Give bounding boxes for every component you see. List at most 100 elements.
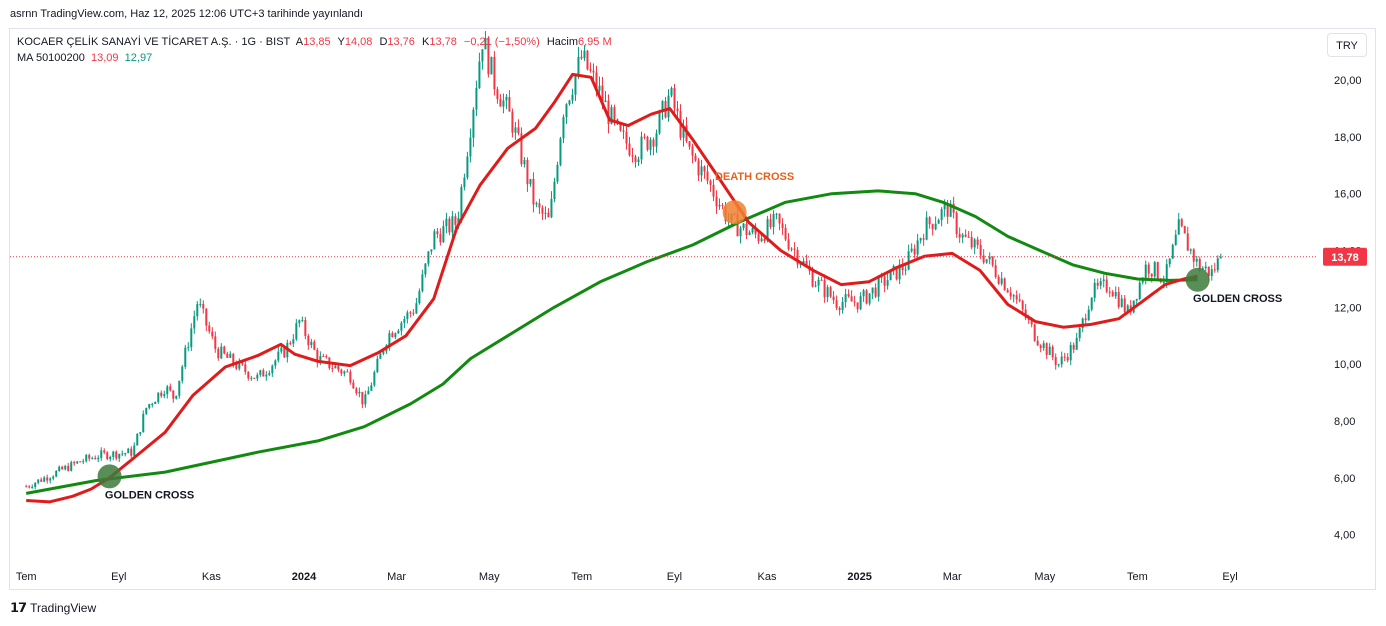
candle-body [1009, 292, 1012, 297]
candle-body [127, 448, 130, 454]
candle-body [1060, 356, 1063, 365]
low-value: 13,76 [387, 36, 415, 48]
candle-body [805, 261, 808, 266]
brand[interactable]: 𝟭𝟳 TradingView [10, 600, 96, 616]
candle-body [928, 217, 931, 225]
symbol-name[interactable]: KOCAER ÇELİK SANAYİ VE TİCARET A.Ş. · 1G… [17, 36, 291, 48]
candle-body [601, 85, 604, 103]
candle-body [1090, 297, 1093, 310]
candle-body [1072, 344, 1075, 350]
candle-body [1171, 244, 1174, 259]
candle-body [868, 293, 871, 304]
candle-body [1213, 269, 1216, 271]
candle-body [670, 88, 673, 96]
candle-body [694, 155, 697, 161]
candle-body [412, 312, 415, 314]
candle-body [907, 251, 910, 270]
candle-body [1144, 264, 1147, 280]
candle-body [496, 89, 499, 100]
candle-body [274, 360, 277, 366]
candle-body [682, 125, 685, 138]
candle-body [73, 462, 76, 464]
candle-body [1165, 264, 1168, 282]
candle-body [217, 348, 220, 359]
candle-body [262, 370, 265, 377]
candle-body [1108, 291, 1111, 293]
candle-body [169, 386, 172, 391]
candle-body [205, 308, 208, 326]
candle-body [430, 249, 433, 252]
candle-body [151, 404, 154, 406]
candle-body [1180, 219, 1183, 227]
candle-body [25, 486, 28, 488]
candle-body [658, 111, 661, 134]
candle-body [112, 451, 115, 457]
candle-body [310, 341, 313, 346]
candle-body [793, 248, 796, 250]
candle-body [292, 339, 295, 344]
candle-body [604, 100, 607, 103]
candle-body [655, 133, 658, 147]
change-value: −0,21 (−1,50%) [463, 36, 540, 48]
candle-body [61, 466, 64, 470]
candle-body [508, 96, 511, 112]
candle-body [895, 266, 898, 280]
candle-body [637, 159, 640, 163]
candle-body [409, 312, 412, 314]
candle-body [148, 404, 151, 408]
candle-body [199, 304, 202, 306]
candle-body [949, 203, 952, 217]
candle-body [505, 96, 508, 101]
candle-body [1057, 364, 1060, 366]
candle-body [1069, 344, 1072, 361]
candle-body [766, 219, 769, 242]
candle-body [28, 486, 31, 488]
currency-button[interactable]: TRY [1327, 33, 1367, 57]
golden-cross-marker[interactable] [97, 464, 122, 489]
candle-body [1186, 233, 1189, 251]
candle-body [1114, 292, 1117, 297]
candle-body [1030, 319, 1033, 325]
candle-body [433, 231, 436, 250]
candle-body [787, 239, 790, 250]
open-value: 13,85 [303, 36, 331, 48]
candle-body [961, 234, 964, 238]
candle-body [871, 287, 874, 294]
candle-body [760, 238, 763, 242]
candle-body [400, 322, 403, 331]
x-tick-label: Tem [1127, 571, 1148, 583]
candle-body [607, 100, 610, 124]
candle-body [1204, 266, 1207, 269]
golden-cross-marker[interactable] [1185, 267, 1210, 292]
candle-body [802, 261, 805, 265]
candle-body [361, 391, 364, 405]
candle-body [649, 139, 652, 150]
candle-body [799, 264, 802, 266]
candle-body [547, 212, 550, 218]
candle-body [337, 366, 340, 370]
chart-frame[interactable] [9, 28, 1376, 590]
candle-body [259, 370, 262, 375]
candle-body [469, 137, 472, 157]
candle-body [1192, 249, 1195, 262]
ma-label[interactable]: MA 50100200 [17, 52, 85, 64]
candle-body [373, 372, 376, 386]
candle-body [586, 50, 589, 70]
candle-body [316, 349, 319, 363]
candle-body [832, 296, 835, 301]
x-tick-label: Mar [387, 571, 406, 583]
candle-body [106, 452, 109, 460]
candle-body [931, 224, 934, 230]
candle-body [334, 366, 337, 369]
candle-body [355, 388, 358, 394]
candle-body [517, 127, 520, 134]
candle-body [625, 131, 628, 144]
candle-body [139, 432, 142, 434]
candle-body [979, 245, 982, 256]
candle-body [1087, 309, 1090, 321]
y-tick-label: 4,00 [1334, 530, 1355, 542]
candle-body [58, 466, 61, 471]
candle-body [511, 111, 514, 133]
death-cross-marker[interactable] [722, 200, 747, 225]
